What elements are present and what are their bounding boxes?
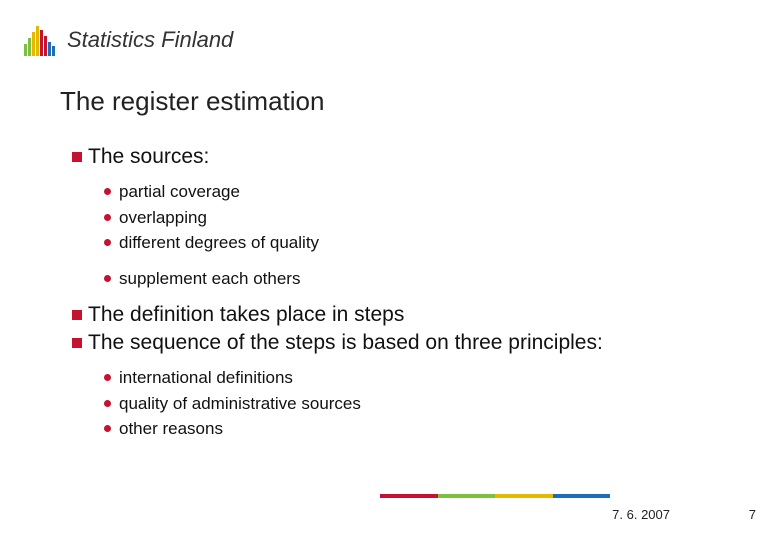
square-bullet-icon	[72, 152, 82, 162]
dot-bullet-icon	[104, 275, 111, 282]
dot-bullet-icon	[104, 425, 111, 432]
dot-bullet-icon	[104, 239, 111, 246]
footer-date: 7. 6. 2007	[612, 507, 670, 522]
bullet-level2: overlapping	[104, 205, 780, 231]
bullet-text: The sources:	[88, 145, 209, 168]
bullet-text: different degrees of quality	[119, 233, 319, 252]
footer-color-bar	[380, 494, 610, 498]
square-bullet-icon	[72, 310, 82, 320]
logo-icon	[24, 24, 55, 56]
bullet-text: supplement each others	[119, 269, 300, 288]
bullet-level2: other reasons	[104, 416, 780, 442]
bullet-level2: quality of administrative sources	[104, 391, 780, 417]
square-bullet-icon	[72, 338, 82, 348]
slide-content: The sources: partial coverage overlappin…	[0, 117, 780, 454]
bullet-level1: The definition takes place in steps	[72, 303, 780, 327]
bullet-level1: The sequence of the steps is based on th…	[72, 331, 780, 355]
bullet-text: The definition takes place in steps	[88, 303, 404, 326]
bullet-text: quality of administrative sources	[119, 394, 361, 413]
dot-bullet-icon	[104, 400, 111, 407]
bullet-text: international definitions	[119, 368, 293, 387]
dot-bullet-icon	[104, 214, 111, 221]
brand-text: Statistics Finland	[67, 27, 233, 53]
bullet-level2: supplement each others	[104, 266, 780, 292]
slide-title: The register estimation	[0, 56, 780, 117]
bullet-text: overlapping	[119, 208, 207, 227]
sub-bullet-group: international definitions quality of adm…	[72, 359, 780, 454]
bullet-text: other reasons	[119, 419, 223, 438]
dot-bullet-icon	[104, 188, 111, 195]
footer-page-number: 7	[749, 507, 756, 522]
bullet-level2: international definitions	[104, 365, 780, 391]
bullet-level1: The sources:	[72, 145, 780, 169]
slide-header: Statistics Finland	[0, 0, 780, 56]
sub-bullet-group: partial coverage overlapping different d…	[72, 173, 780, 303]
bullet-text: The sequence of the steps is based on th…	[88, 331, 603, 354]
bullet-level2: partial coverage	[104, 179, 780, 205]
dot-bullet-icon	[104, 374, 111, 381]
bullet-text: partial coverage	[119, 182, 240, 201]
bullet-level2: different degrees of quality	[104, 230, 780, 256]
